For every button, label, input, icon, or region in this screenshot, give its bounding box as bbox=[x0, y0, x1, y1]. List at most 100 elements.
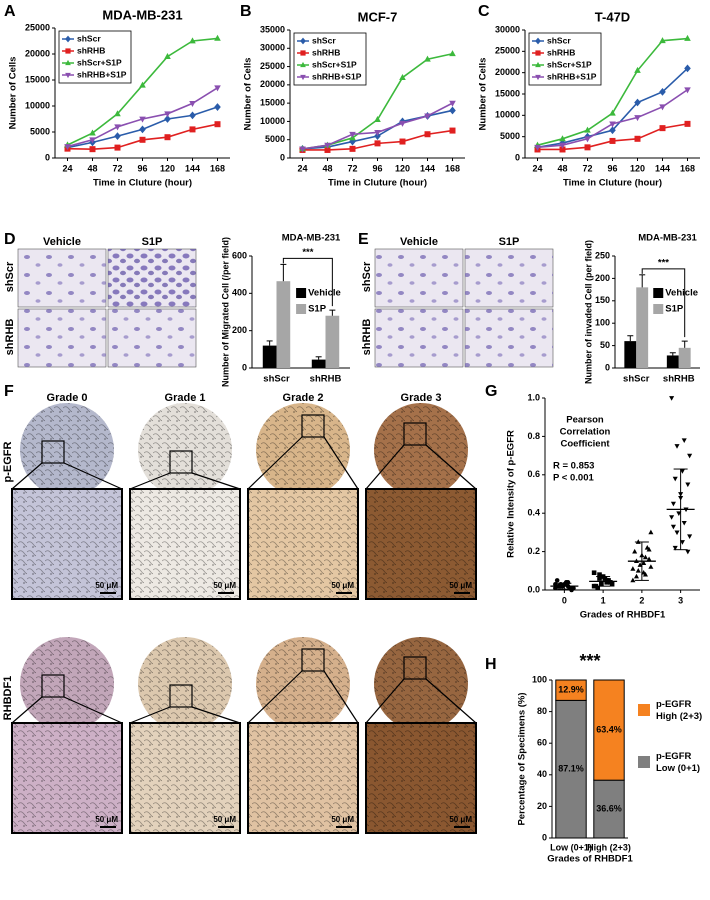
zoom-texture bbox=[130, 723, 240, 833]
legend-label: shRHB bbox=[77, 45, 105, 55]
bar bbox=[325, 315, 340, 368]
chart-title: T-47D bbox=[595, 9, 630, 24]
data-point bbox=[672, 545, 678, 551]
x-tick-label: 120 bbox=[630, 163, 645, 173]
micrograph-cells bbox=[375, 249, 463, 307]
zoom-connector bbox=[63, 462, 123, 490]
panel-letter: H bbox=[485, 656, 497, 673]
panel-letter: B bbox=[240, 3, 252, 20]
legend-label: shScr+S1P bbox=[77, 57, 122, 67]
significance-label: *** bbox=[302, 247, 313, 258]
y-axis-label: Percentage of Specimens (%) bbox=[517, 692, 528, 825]
row-label: shScr bbox=[4, 261, 16, 292]
zoom-region bbox=[403, 656, 427, 680]
x-axis-label: Time in Cluture (hour) bbox=[328, 178, 427, 189]
x-tick-label: High (2+3) bbox=[587, 842, 631, 852]
zoom-region bbox=[403, 422, 427, 446]
row-label: shRHB bbox=[4, 319, 16, 356]
row-label: shScr bbox=[361, 261, 373, 292]
chart-title: MDA-MB-231 bbox=[102, 7, 182, 22]
data-point bbox=[324, 146, 331, 153]
tissue-texture bbox=[20, 637, 114, 731]
significance-bracket bbox=[282, 257, 333, 307]
scale-bar-label: 50 μM bbox=[331, 815, 354, 824]
y-tick-label: 20000 bbox=[260, 79, 285, 89]
data-point bbox=[139, 81, 146, 88]
legend-swatch bbox=[653, 304, 664, 314]
legend-marker bbox=[535, 37, 541, 45]
legend-marker bbox=[300, 74, 306, 81]
x-tick-label: 168 bbox=[445, 163, 460, 173]
annotation: Correlation bbox=[560, 427, 611, 438]
data-point bbox=[659, 125, 666, 132]
zoom-texture bbox=[366, 489, 476, 599]
y-tick-label: 40 bbox=[537, 769, 547, 779]
data-point bbox=[659, 37, 666, 44]
value-label: 36.6% bbox=[596, 803, 622, 813]
data-point bbox=[324, 142, 331, 149]
bar bbox=[678, 347, 691, 368]
data-point bbox=[635, 568, 641, 573]
scale-bar-label: 50 μM bbox=[449, 581, 472, 590]
data-point bbox=[164, 115, 171, 123]
data-point bbox=[659, 87, 666, 96]
x-tick-label: 24 bbox=[532, 163, 542, 173]
data-point bbox=[189, 37, 196, 44]
row-label: shRHB bbox=[361, 319, 373, 356]
y-tick-label: 60 bbox=[537, 738, 547, 748]
y-axis-label: Number of Cells bbox=[8, 57, 19, 130]
row-label: RHBDF1 bbox=[2, 676, 14, 721]
x-tick-label: shScr bbox=[623, 374, 650, 385]
zoom-connector bbox=[323, 670, 359, 724]
data-point bbox=[399, 138, 406, 145]
data-point bbox=[609, 121, 616, 128]
data-point bbox=[139, 116, 146, 123]
data-point bbox=[669, 396, 675, 401]
data-point bbox=[659, 104, 666, 111]
bar-segment bbox=[555, 679, 587, 701]
data-point bbox=[424, 131, 431, 138]
y-axis-label: Number of invaded Cell (per field) bbox=[583, 240, 593, 384]
data-point bbox=[534, 144, 541, 151]
y-axis-label: Number of Cells bbox=[478, 58, 489, 131]
data-point bbox=[681, 520, 687, 526]
legend-swatch bbox=[296, 288, 307, 298]
bar-segment bbox=[555, 699, 587, 839]
legend-marker bbox=[535, 74, 541, 81]
y-tick-label: 35000 bbox=[260, 24, 285, 34]
annotation: Pearson bbox=[566, 415, 604, 426]
zoom-connector bbox=[11, 696, 43, 724]
data-point bbox=[634, 98, 641, 107]
legend-swatch bbox=[638, 704, 650, 716]
y-tick-label: 5000 bbox=[30, 126, 50, 136]
data-point bbox=[571, 585, 576, 591]
data-point bbox=[687, 453, 693, 459]
data-point bbox=[64, 144, 71, 151]
annotation: Coefficient bbox=[560, 439, 610, 450]
data-point bbox=[164, 134, 171, 141]
zoom-connector bbox=[425, 444, 477, 490]
micrograph-cells bbox=[108, 249, 196, 307]
y-tick-label: 0.6 bbox=[527, 469, 540, 479]
legend-swatch bbox=[653, 288, 664, 298]
data-point bbox=[641, 560, 647, 565]
legend-label: p-EGFR High (2+3) bbox=[656, 699, 702, 722]
panel-letter: E bbox=[358, 231, 369, 248]
x-tick-label: 168 bbox=[210, 163, 225, 173]
x-tick-label: 144 bbox=[420, 163, 435, 173]
y-tick-label: 200 bbox=[232, 325, 247, 335]
y-tick-label: 80 bbox=[537, 706, 547, 716]
legend-marker bbox=[300, 37, 306, 45]
y-tick-label: 0 bbox=[542, 832, 547, 842]
y-tick-label: 25000 bbox=[495, 46, 520, 56]
micrograph-cells bbox=[18, 249, 106, 307]
zoom-connector bbox=[129, 472, 171, 490]
x-axis-label: Grades of RHBDF1 bbox=[580, 610, 666, 621]
data-point bbox=[449, 50, 456, 57]
legend-label: shScr bbox=[312, 35, 336, 45]
tissue-texture bbox=[20, 403, 114, 497]
legend-label: shRHB+S1P bbox=[547, 71, 597, 81]
x-tick-label: 144 bbox=[655, 163, 670, 173]
x-tick-label: 120 bbox=[160, 163, 175, 173]
data-point bbox=[164, 53, 171, 59]
